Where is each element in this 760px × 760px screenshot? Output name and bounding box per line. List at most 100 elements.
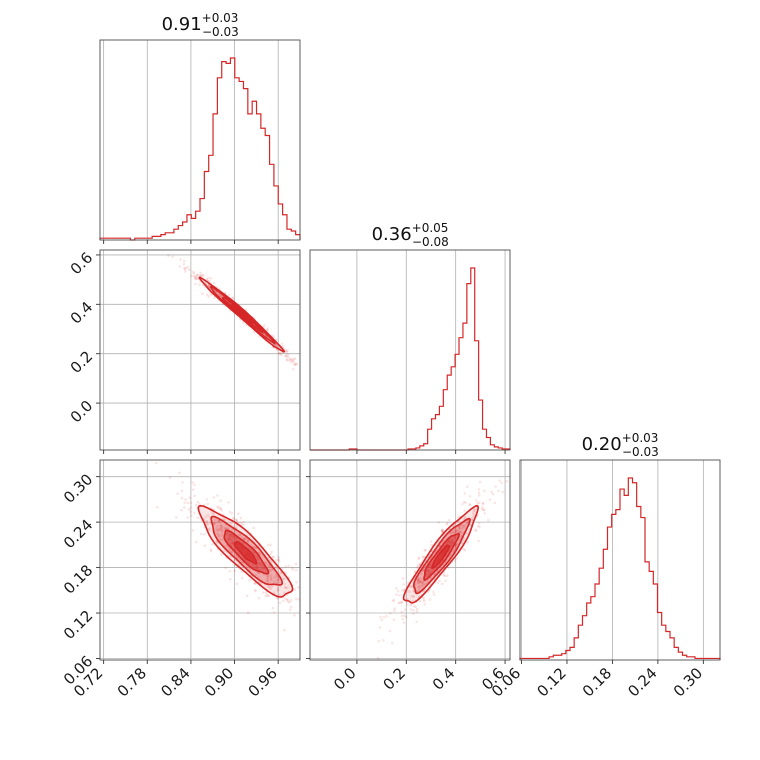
- scatter-point: [310, 617, 313, 620]
- scatter-point: [417, 556, 421, 559]
- y-tick-label: 0.2: [67, 347, 97, 377]
- scatter-point: [183, 501, 186, 505]
- scatter-point: [451, 530, 455, 533]
- scatter-point: [266, 328, 269, 332]
- scatter-point: [171, 255, 174, 259]
- scatter-point: [500, 481, 503, 485]
- scatter-point: [452, 549, 455, 552]
- scatter-point: [220, 531, 224, 535]
- scatter-point: [306, 584, 309, 587]
- scatter-point: [449, 531, 452, 535]
- panel-frame-2-1: [309, 459, 511, 661]
- scatter-point: [458, 525, 461, 528]
- scatter-point: [441, 528, 444, 532]
- scatter-point: [400, 610, 404, 614]
- scatter-point: [224, 566, 227, 570]
- y-tick-label: 0.30: [60, 470, 96, 506]
- scatter-point: [269, 552, 273, 556]
- scatter-point: [293, 362, 297, 366]
- scatter-point: [412, 612, 415, 615]
- scatter-point: [419, 580, 423, 583]
- scatter-point: [442, 573, 446, 577]
- scatter-point: [470, 518, 474, 522]
- scatter-point: [189, 510, 192, 514]
- scatter-point: [196, 500, 200, 504]
- scatter-point: [287, 564, 291, 568]
- title-param2-plus: +0.03: [622, 431, 659, 445]
- scatter-point: [416, 564, 420, 568]
- scatter-point: [472, 513, 475, 516]
- scatter-point: [462, 526, 465, 529]
- scatter-point: [228, 549, 231, 552]
- scatter-point: [295, 581, 298, 584]
- scatter-point: [192, 488, 195, 491]
- scatter-point: [292, 357, 295, 360]
- scatter-point: [276, 575, 279, 578]
- scatter-point: [302, 610, 305, 613]
- scatter-point: [266, 576, 270, 579]
- scatter-point: [470, 516, 474, 520]
- scatter-point: [235, 582, 239, 585]
- scatter-point: [277, 558, 280, 562]
- scatter-point: [264, 591, 268, 595]
- scatter-point: [417, 582, 420, 585]
- scatter-point: [167, 254, 170, 257]
- x-tick-label: 0.96: [245, 664, 281, 700]
- scatter-point: [280, 342, 284, 346]
- scatter-point: [193, 275, 197, 279]
- scatter-point: [265, 579, 269, 583]
- scatter-point: [243, 538, 246, 541]
- scatter-point: [219, 499, 222, 503]
- scatter-point: [219, 527, 223, 530]
- scatter-point: [463, 524, 466, 527]
- scatter-point: [266, 543, 270, 547]
- scatter-point: [184, 270, 187, 273]
- scatter-point: [436, 581, 440, 585]
- scatter-point: [225, 527, 228, 530]
- scatter-point: [379, 615, 382, 619]
- svg-text:0.91+0.03: 0.91+0.03: [162, 11, 239, 35]
- scatter-point: [452, 531, 455, 534]
- scatter-point: [213, 296, 216, 299]
- scatter-point: [270, 550, 273, 554]
- scatter-point: [209, 277, 213, 280]
- scatter-point: [198, 283, 201, 286]
- scatter-point: [422, 568, 425, 571]
- scatter-point: [419, 577, 423, 580]
- scatter-point: [459, 530, 463, 533]
- scatter-point: [229, 577, 232, 581]
- scatter-point: [398, 594, 401, 597]
- title-param2-minus: −0.03: [622, 445, 659, 459]
- x-tick-label: 0.78: [114, 664, 150, 700]
- scatter-point: [240, 535, 244, 538]
- scatter-point: [415, 620, 418, 624]
- scatter-point: [267, 581, 270, 584]
- scatter-point: [425, 581, 428, 585]
- scatter-point: [207, 279, 211, 283]
- scatter-point: [288, 359, 291, 363]
- scatter-point: [404, 615, 408, 619]
- x-tick-label: 0.24: [624, 664, 660, 700]
- scatter-point: [400, 601, 403, 605]
- scatter-point: [180, 489, 184, 493]
- scatter-point: [377, 639, 381, 643]
- scatter-point: [455, 529, 458, 532]
- scatter-point: [454, 530, 458, 533]
- scatter-point: [468, 503, 472, 507]
- scatter-point: [271, 606, 275, 610]
- scatter-point: [418, 585, 422, 589]
- scatter-point: [453, 559, 457, 562]
- scatter-point: [401, 577, 405, 580]
- svg-text:0.36+0.05: 0.36+0.05: [372, 221, 449, 245]
- scatter-point: [186, 516, 189, 519]
- scatter-point: [415, 566, 419, 569]
- scatter-point: [176, 492, 179, 496]
- scatter-point: [457, 526, 461, 529]
- scatter-point: [205, 520, 209, 524]
- histogram-param2: [519, 477, 721, 660]
- scatter-point: [283, 582, 286, 586]
- scatter-point: [240, 523, 243, 526]
- y-tick-label: 0.4: [67, 298, 97, 328]
- scatter-point: [274, 343, 278, 347]
- scatter-point: [227, 501, 230, 504]
